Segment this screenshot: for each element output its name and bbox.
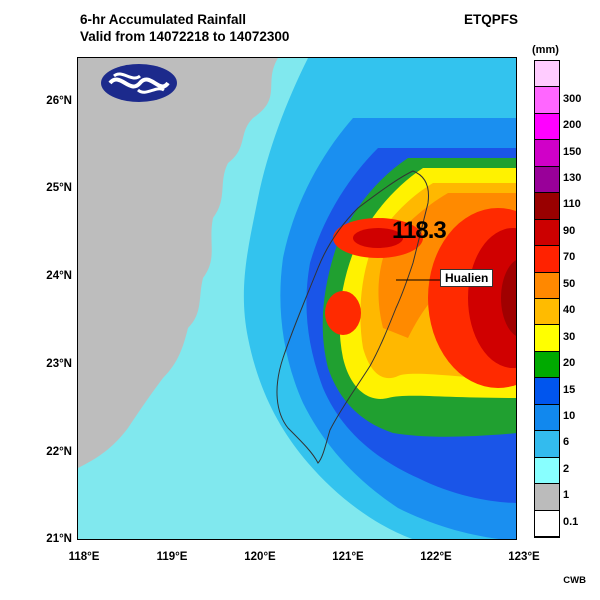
colorbar-swatch	[535, 378, 559, 405]
colorbar-label: 20	[563, 357, 576, 370]
colorbar-label: 15	[563, 383, 576, 396]
colorbar-label: 1	[563, 489, 570, 502]
colorbar-label: 10	[563, 410, 576, 422]
lon-label: 121°E	[332, 551, 364, 563]
colorbar-label: 110	[563, 198, 581, 211]
colorbar	[534, 60, 560, 538]
colorbar-swatch	[535, 61, 559, 88]
colorbar-label: 130	[563, 172, 582, 184]
rain-band-110-east	[501, 260, 516, 336]
colorbar-label: 6	[563, 436, 570, 449]
colorbar-swatch	[535, 166, 559, 194]
colorbar-label: 70	[563, 251, 576, 264]
rain-band-90-north	[353, 228, 403, 248]
colorbar-label: 50	[563, 277, 576, 290]
rainfall-map	[77, 57, 517, 540]
colorbar-label: 200	[563, 119, 582, 132]
lat-label: 22°N	[46, 446, 72, 458]
place-label-hualien: Hualien	[440, 269, 494, 287]
colorbar-swatch	[535, 351, 559, 379]
lat-label: 23°N	[46, 358, 72, 370]
colorbar-swatch	[535, 325, 559, 352]
colorbar-swatch	[535, 457, 559, 485]
lon-label: 122°E	[420, 551, 452, 563]
colorbar-swatch	[535, 272, 559, 299]
colorbar-label: 150	[563, 145, 582, 158]
colorbar-swatch	[535, 140, 559, 167]
credit-text: CWB	[563, 575, 586, 586]
colorbar-swatch	[535, 510, 559, 537]
lon-label: 118°E	[68, 551, 100, 563]
colorbar-swatch	[535, 246, 559, 273]
colorbar-swatch	[535, 219, 559, 247]
colorbar-swatch	[535, 299, 559, 326]
mainland-land	[78, 58, 278, 468]
lat-label: 25°N	[46, 182, 72, 194]
taiwan-outline	[276, 170, 429, 464]
lat-label: 26°N	[46, 95, 72, 107]
colorbar-swatch	[535, 484, 559, 511]
colorbar-unit: (mm)	[532, 44, 559, 56]
model-name: ETQPFS	[463, 12, 518, 27]
chart-title: 6-hr Accumulated Rainfall	[80, 12, 247, 27]
rain-band-90-east	[468, 228, 516, 368]
colorbar-swatch	[535, 431, 559, 458]
colorbar-label: 300	[563, 92, 582, 105]
map-canvas	[78, 58, 516, 539]
colorbar-label: 30	[563, 330, 576, 343]
lon-label: 119°E	[156, 551, 188, 563]
lon-label: 123°E	[508, 551, 540, 563]
colorbar-label: 40	[563, 304, 576, 317]
max-rainfall-value: 118.3	[392, 217, 447, 244]
colorbar-label: 0.1	[563, 515, 579, 528]
lat-label: 21°N	[46, 533, 72, 545]
lon-label: 120°E	[244, 551, 276, 563]
colorbar-swatch	[535, 87, 559, 114]
colorbar-swatch	[535, 113, 559, 141]
lat-label: 24°N	[46, 270, 72, 282]
colorbar-label: 90	[563, 224, 576, 237]
valid-period: Valid from 14072218 to 14072300	[80, 29, 290, 44]
cwb-logo	[100, 63, 178, 103]
colorbar-swatch	[535, 193, 559, 220]
rain-band-70-south	[325, 291, 361, 335]
colorbar-swatch	[535, 404, 559, 432]
colorbar-label: 2	[563, 462, 570, 475]
